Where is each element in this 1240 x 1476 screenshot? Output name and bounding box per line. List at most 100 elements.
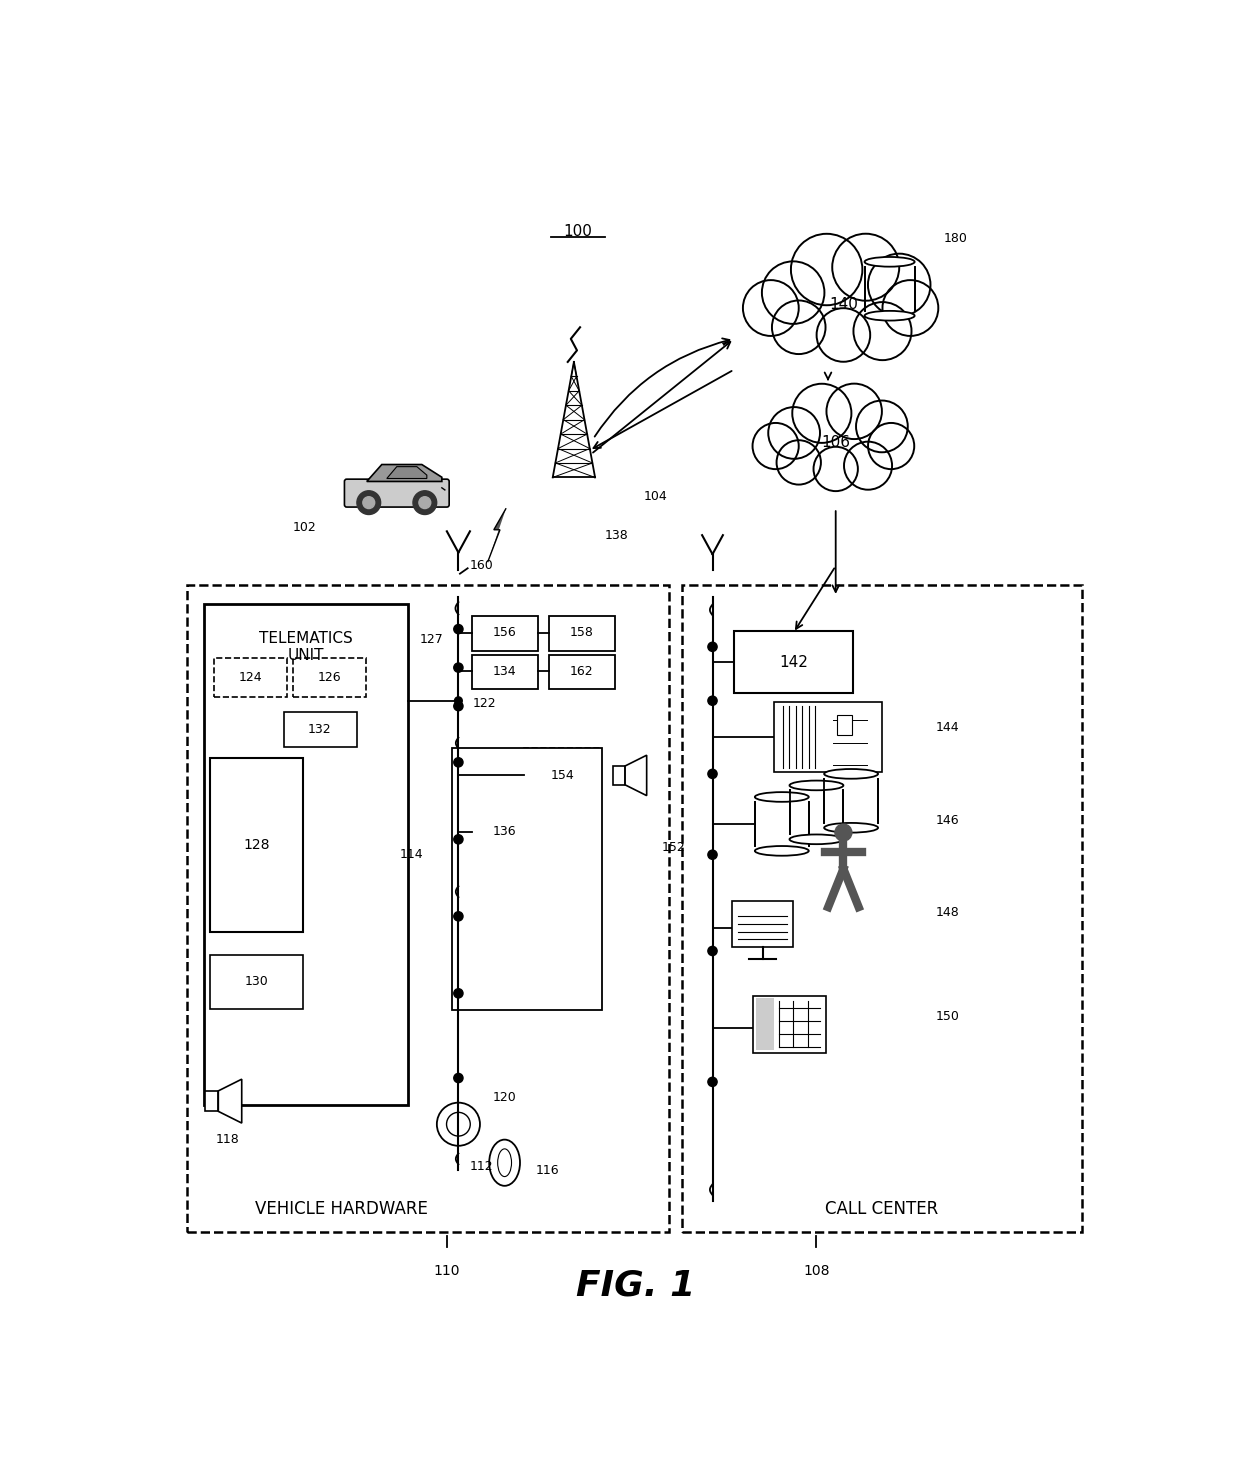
Text: 127: 127 bbox=[420, 633, 444, 645]
Bar bbox=[284, 713, 357, 747]
Text: 150: 150 bbox=[936, 1010, 960, 1023]
Text: 104: 104 bbox=[644, 490, 667, 503]
Circle shape bbox=[856, 400, 908, 452]
Text: 144: 144 bbox=[936, 722, 960, 734]
Text: 138: 138 bbox=[605, 528, 629, 542]
Bar bbox=[732, 900, 794, 948]
Circle shape bbox=[708, 946, 717, 955]
Text: 112: 112 bbox=[470, 1160, 494, 1173]
Ellipse shape bbox=[755, 846, 808, 856]
Bar bbox=[549, 615, 615, 651]
Ellipse shape bbox=[864, 257, 915, 267]
Circle shape bbox=[773, 301, 826, 354]
Bar bbox=[837, 714, 852, 735]
Circle shape bbox=[769, 407, 820, 459]
Bar bbox=[211, 759, 303, 931]
Text: 130: 130 bbox=[244, 976, 269, 989]
Bar bbox=[205, 605, 408, 1106]
Ellipse shape bbox=[864, 311, 915, 320]
Text: 152: 152 bbox=[662, 840, 686, 853]
Text: 160: 160 bbox=[470, 559, 494, 573]
Circle shape bbox=[454, 624, 463, 633]
Circle shape bbox=[753, 424, 799, 469]
Bar bbox=[864, 267, 915, 311]
FancyBboxPatch shape bbox=[345, 480, 449, 508]
Text: 134: 134 bbox=[492, 666, 516, 677]
Ellipse shape bbox=[790, 781, 843, 790]
Bar bbox=[213, 658, 286, 697]
Circle shape bbox=[832, 233, 899, 301]
Circle shape bbox=[868, 254, 930, 316]
Text: FIG. 1: FIG. 1 bbox=[575, 1269, 696, 1303]
Text: 162: 162 bbox=[570, 666, 594, 677]
Text: 102: 102 bbox=[293, 521, 316, 534]
Text: 136: 136 bbox=[492, 825, 516, 838]
Bar bbox=[753, 996, 826, 1054]
Bar bbox=[755, 801, 808, 846]
Text: 120: 120 bbox=[494, 1091, 517, 1104]
Text: 128: 128 bbox=[243, 838, 270, 852]
Bar bbox=[187, 584, 668, 1232]
Text: 146: 146 bbox=[936, 813, 960, 827]
Circle shape bbox=[455, 697, 463, 704]
Circle shape bbox=[844, 441, 892, 490]
Text: 110: 110 bbox=[434, 1263, 460, 1278]
Text: 140: 140 bbox=[830, 297, 858, 311]
Text: TELEMATICS
UNIT: TELEMATICS UNIT bbox=[259, 630, 353, 663]
Circle shape bbox=[835, 824, 852, 841]
Text: 106: 106 bbox=[821, 435, 851, 450]
Bar bbox=[734, 632, 853, 694]
Circle shape bbox=[708, 697, 717, 706]
Circle shape bbox=[454, 663, 463, 672]
Bar bbox=[613, 766, 625, 785]
Bar bbox=[523, 748, 601, 803]
Text: 108: 108 bbox=[804, 1263, 830, 1278]
Circle shape bbox=[817, 308, 870, 362]
Text: 156: 156 bbox=[492, 626, 517, 639]
Circle shape bbox=[761, 261, 825, 323]
Circle shape bbox=[813, 447, 858, 492]
Ellipse shape bbox=[825, 769, 878, 779]
Bar bbox=[472, 815, 538, 849]
Bar bbox=[825, 779, 878, 824]
Bar bbox=[211, 955, 303, 1008]
Circle shape bbox=[708, 769, 717, 778]
Circle shape bbox=[454, 912, 463, 921]
Circle shape bbox=[743, 280, 799, 337]
Text: 154: 154 bbox=[551, 769, 574, 782]
Circle shape bbox=[363, 497, 374, 509]
Polygon shape bbox=[367, 465, 441, 481]
Text: 148: 148 bbox=[936, 906, 960, 920]
Text: 180: 180 bbox=[944, 232, 967, 245]
Text: 114: 114 bbox=[401, 849, 424, 861]
Ellipse shape bbox=[755, 793, 808, 801]
Bar bbox=[682, 584, 1083, 1232]
Polygon shape bbox=[487, 508, 506, 562]
Circle shape bbox=[357, 492, 381, 515]
Circle shape bbox=[708, 642, 717, 651]
Circle shape bbox=[791, 233, 862, 306]
Text: 100: 100 bbox=[563, 223, 593, 239]
Bar bbox=[790, 790, 843, 834]
Text: 122: 122 bbox=[472, 697, 496, 710]
Bar bbox=[472, 654, 538, 689]
Circle shape bbox=[413, 492, 436, 515]
Circle shape bbox=[454, 701, 463, 711]
Circle shape bbox=[868, 424, 914, 469]
Circle shape bbox=[454, 989, 463, 998]
Text: 116: 116 bbox=[536, 1165, 559, 1176]
Text: 118: 118 bbox=[216, 1134, 239, 1147]
Ellipse shape bbox=[790, 834, 843, 844]
Circle shape bbox=[708, 1077, 717, 1086]
Bar bbox=[472, 615, 538, 651]
Circle shape bbox=[708, 850, 717, 859]
Circle shape bbox=[776, 440, 821, 484]
Circle shape bbox=[454, 757, 463, 768]
Polygon shape bbox=[387, 466, 427, 478]
Text: 158: 158 bbox=[569, 626, 594, 639]
Circle shape bbox=[419, 497, 430, 509]
Polygon shape bbox=[625, 756, 647, 796]
Circle shape bbox=[883, 280, 939, 337]
Circle shape bbox=[853, 303, 911, 360]
Text: 124: 124 bbox=[238, 672, 263, 683]
